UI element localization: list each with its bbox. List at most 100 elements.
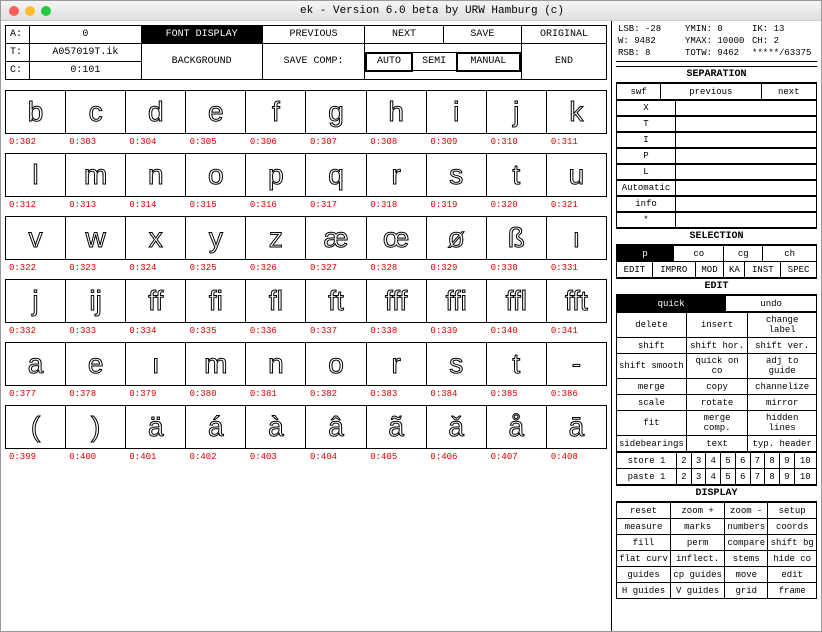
glyph-cell[interactable]: r [367,153,427,197]
display-cell[interactable]: measure [617,519,671,535]
edit-cell[interactable]: insert [686,313,748,338]
background-button[interactable]: BACKGROUND [141,44,262,80]
edit-cell[interactable]: adj to guide [748,354,817,379]
glyph-cell[interactable]: o [306,342,366,386]
glyph-cell[interactable]: l [5,153,66,197]
zoom-icon[interactable] [41,6,51,16]
glyph-cell[interactable]: ı [547,216,607,260]
glyph-cell[interactable]: ø [427,216,487,260]
glyph-cell[interactable]: å [487,405,547,449]
display-cell[interactable]: hide co [768,551,817,567]
glyph-cell[interactable]: ffi [427,279,487,323]
sep-swf[interactable]: swf [617,84,661,100]
edit-num-cell[interactable]: 3 [691,453,706,469]
glyph-cell[interactable]: ij [66,279,126,323]
display-cell[interactable]: marks [671,519,725,535]
glyph-cell[interactable]: ) [66,405,126,449]
display-cell[interactable]: numbers [725,519,768,535]
glyph-cell[interactable]: m [186,342,246,386]
sep-next[interactable]: next [761,84,816,100]
display-cell[interactable]: guides [617,567,671,583]
glyph-cell[interactable]: á [186,405,246,449]
sep-label[interactable]: Automatic [616,180,676,196]
glyph-cell[interactable]: ffl [487,279,547,323]
edit-num-cell[interactable]: 5 [721,469,736,485]
selection-cell[interactable]: co [674,246,724,262]
sep-star[interactable]: * [616,212,676,228]
edit-cell[interactable]: change label [748,313,817,338]
glyph-cell[interactable]: h [367,90,427,134]
display-cell[interactable]: setup [768,503,817,519]
glyph-cell[interactable]: e [66,342,126,386]
selection-cell[interactable]: cg [724,246,763,262]
edit-cell[interactable]: fit [617,411,687,436]
glyph-cell[interactable]: n [246,342,306,386]
sep-field[interactable] [676,100,817,116]
next-button[interactable]: NEXT [365,26,443,44]
display-cell[interactable]: H guides [617,583,671,599]
edit-cell[interactable]: scale [617,395,687,411]
glyph-cell[interactable]: d [126,90,186,134]
sep-field[interactable] [676,116,817,132]
close-icon[interactable] [9,6,19,16]
edit-cell[interactable]: paste 1 [617,469,677,485]
glyph-cell[interactable]: x [126,216,186,260]
glyph-cell[interactable]: fft [547,279,607,323]
semi-button[interactable]: SEMI [412,53,457,71]
selection-cell[interactable]: IMPRO [652,262,695,278]
edit-cell[interactable]: delete [617,313,687,338]
selection-cell[interactable]: MOD [695,262,723,278]
edit-cell[interactable]: shift smooth [617,354,687,379]
glyph-cell[interactable]: f [246,90,306,134]
glyph-cell[interactable]: o [186,153,246,197]
display-cell[interactable]: compare [725,535,768,551]
glyph-cell[interactable]: ß [487,216,547,260]
edit-num-cell[interactable]: 2 [677,469,692,485]
glyph-cell[interactable]: e [186,90,246,134]
glyph-cell[interactable]: æ [306,216,366,260]
end-button[interactable]: END [521,44,606,80]
sep-label[interactable]: I [616,132,676,148]
glyph-cell[interactable]: œ [367,216,427,260]
sep-field[interactable] [676,196,817,212]
edit-num-cell[interactable]: 4 [706,453,721,469]
display-cell[interactable]: inflect. [671,551,725,567]
display-cell[interactable]: zoom + [671,503,725,519]
glyph-cell[interactable]: a [5,342,66,386]
glyph-cell[interactable]: fl [246,279,306,323]
edit-num-cell[interactable]: 5 [721,453,736,469]
minimize-icon[interactable] [25,6,35,16]
glyph-cell[interactable]: à [246,405,306,449]
edit-cell[interactable]: channelize [748,379,817,395]
glyph-cell[interactable]: s [427,342,487,386]
glyph-cell[interactable]: v [5,216,66,260]
edit-cell[interactable]: merge comp. [686,411,748,436]
display-cell[interactable]: perm [671,535,725,551]
glyph-cell[interactable]: i [427,90,487,134]
display-cell[interactable]: frame [768,583,817,599]
sep-field[interactable] [676,180,817,196]
edit-cell[interactable]: copy [686,379,748,395]
display-cell[interactable]: fill [617,535,671,551]
previous-button[interactable]: PREVIOUS [262,26,365,44]
display-cell[interactable]: cp guides [671,567,725,583]
edit-num-cell[interactable]: 2 [677,453,692,469]
edit-num-cell[interactable]: 3 [691,469,706,485]
glyph-cell[interactable]: j [5,279,66,323]
edit-cell[interactable]: shift [617,338,687,354]
glyph-cell[interactable]: t [487,342,547,386]
glyph-cell[interactable]: y [186,216,246,260]
display-cell[interactable]: shift bg [768,535,817,551]
glyph-cell[interactable]: fi [186,279,246,323]
edit-cell[interactable]: text [686,436,748,452]
glyph-cell[interactable]: c [66,90,126,134]
edit-undo[interactable]: undo [726,296,817,312]
auto-button[interactable]: AUTO [366,53,411,71]
sep-previous[interactable]: previous [661,84,761,100]
edit-cell[interactable]: sidebearings [617,436,687,452]
glyph-cell[interactable]: u [547,153,607,197]
selection-cell[interactable]: ch [763,246,817,262]
display-cell[interactable]: zoom - [725,503,768,519]
glyph-cell[interactable]: z [246,216,306,260]
sep-label[interactable]: X [616,100,676,116]
